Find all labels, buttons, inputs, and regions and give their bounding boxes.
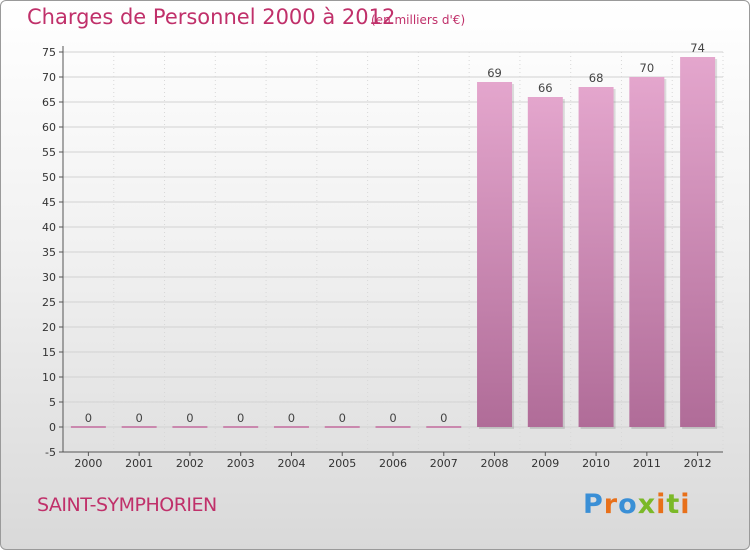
x-tick-label: 2003 [227,457,255,470]
data-label: 0 [135,411,142,425]
bar [477,82,513,427]
x-tick-label: 2006 [379,457,407,470]
y-tick-label: 35 [42,246,56,259]
y-tick-label: 60 [42,121,56,134]
y-tick-label: 55 [42,146,56,159]
bar [578,87,614,427]
y-tick-label: 70 [42,71,56,84]
y-tick-label: 50 [42,171,56,184]
logo-letter: x [637,489,657,520]
data-label: 0 [339,411,346,425]
bar [527,97,563,427]
y-tick-label: -5 [45,446,56,459]
commune-name: SAINT-SYMPHORIEN [37,494,217,516]
data-label: 0 [186,411,193,425]
data-label: 69 [487,66,502,80]
y-tick-label: 20 [42,321,56,334]
y-tick-label: 10 [42,371,56,384]
x-tick-label: 2005 [328,457,356,470]
data-label: 74 [690,41,705,55]
x-tick-label: 2004 [277,457,305,470]
chart-title: Charges de Personnel 2000 à 2012 [27,5,396,29]
y-tick-label: 65 [42,96,56,109]
logo-letter: r [603,489,619,520]
axes [59,46,723,456]
data-label: 0 [85,411,92,425]
x-tick-label: 2012 [684,457,712,470]
y-tick-label: 15 [42,346,56,359]
y-tick-label: 30 [42,271,56,284]
y-tick-label: 45 [42,196,56,209]
logo-letter: P [583,489,604,520]
logo-letter: i [680,489,691,520]
x-tick-label: 2001 [125,457,153,470]
logo-letter: o [618,489,638,520]
logo-letter: i [656,489,667,520]
data-label: 66 [538,81,553,95]
y-tick-label: 25 [42,296,56,309]
logo-letter: t [666,489,681,520]
data-label: 0 [389,411,396,425]
bar [629,77,665,427]
x-tick-label: 2010 [582,457,610,470]
x-tick-label: 2007 [430,457,458,470]
bars [70,57,718,429]
data-label: 0 [288,411,295,425]
x-tick-label: 2008 [481,457,509,470]
bar [680,57,716,427]
chart-subtitle: (en milliers d'€) [371,13,466,27]
data-label: 68 [589,71,604,85]
y-tick-label: 0 [49,421,56,434]
grid [62,51,724,453]
data-label: 0 [440,411,447,425]
x-tick-label: 2002 [176,457,204,470]
y-tick-label: 75 [42,46,56,59]
y-tick-label: 5 [49,396,56,409]
labels: -5 0 5 10 15 20 25 30 35 40 45 50 55 60 65 70 75 2000 0 200… [42,41,712,470]
x-tick-label: 2011 [633,457,661,470]
x-tick-label: 2000 [74,457,102,470]
data-label: 70 [640,61,655,75]
y-tick-label: 40 [42,221,56,234]
x-tick-label: 2009 [531,457,559,470]
proxiti-logo: Proxiti [583,489,691,520]
data-label: 0 [237,411,244,425]
